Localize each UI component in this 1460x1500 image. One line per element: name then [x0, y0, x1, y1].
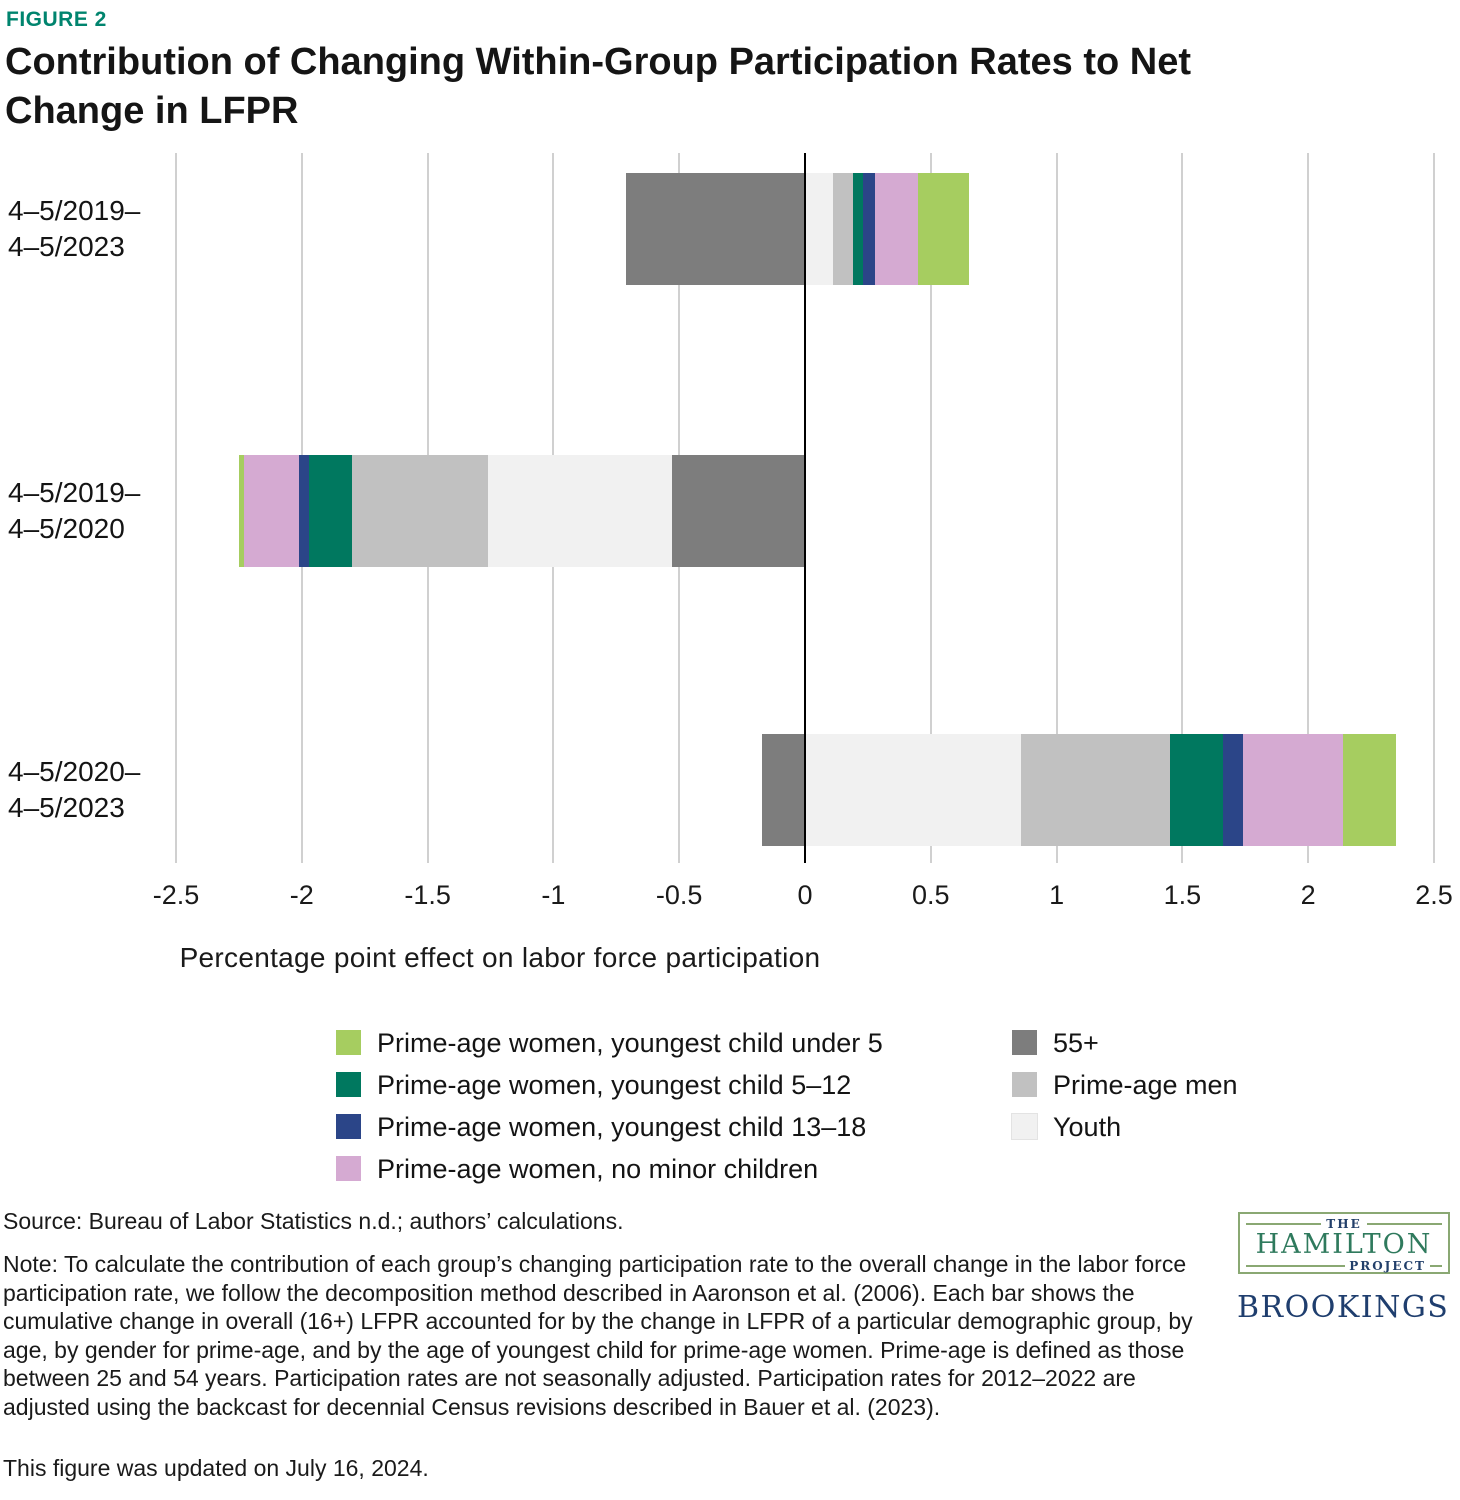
legend-label-under5: Prime-age women, youngest child under 5 — [377, 1028, 883, 1058]
legend-label-5-12: Prime-age women, youngest child 5–12 — [377, 1070, 852, 1100]
chart-plot-area: 4–5/2019– 4–5/2023 4–5/2019– 4–5/2020 4–5/… — [0, 153, 1460, 863]
hamilton-logo-project: PROJECT — [1349, 1259, 1426, 1273]
figure-label: FIGURE 2 — [6, 8, 107, 31]
bar-segment — [1222, 734, 1243, 846]
note-text: Note: To calculate the contribution of e… — [3, 1251, 1193, 1420]
gridline — [1307, 153, 1310, 863]
x-axis-tick-label: 2.5 — [1415, 880, 1453, 910]
bar-segment — [299, 455, 310, 567]
hamilton-logo-the: THE — [1326, 1217, 1362, 1231]
x-axis-title: Percentage point effect on labor force p… — [0, 942, 1460, 974]
bar-segment — [1343, 734, 1397, 846]
bar-segment — [1021, 734, 1170, 846]
hamilton-logo-project-row: PROJECT — [1246, 1259, 1442, 1273]
bar-segment — [852, 173, 863, 285]
bar-segment — [762, 734, 805, 846]
hamilton-rule-project-right — [1430, 1265, 1442, 1267]
legend-swatch-no-minor — [336, 1156, 361, 1181]
page-title: Contribution of Changing Within-Group Pa… — [5, 41, 1191, 132]
legend-label-55plus: 55+ — [1053, 1028, 1099, 1058]
x-axis-tick-label: 2 — [1300, 880, 1316, 910]
hamilton-rule-project-left — [1246, 1265, 1346, 1267]
hamilton-rule-right — [1366, 1223, 1443, 1225]
source-line: Source: Bureau of Labor Statistics n.d.;… — [3, 1208, 624, 1234]
bar-segment — [832, 173, 853, 285]
legend-label-youth: Youth — [1053, 1112, 1122, 1142]
updated-line: This figure was updated on July 16, 2024… — [3, 1455, 429, 1481]
legend-swatch-5-12 — [336, 1072, 361, 1097]
hamilton-project-logo: THE HAMILTON PROJECT — [1238, 1212, 1450, 1274]
x-axis-tick-label: -1.5 — [404, 880, 451, 910]
legend-swatch-13-18 — [336, 1114, 361, 1139]
legend-label-prime-men: Prime-age men — [1053, 1070, 1238, 1100]
x-axis-tick-label: 0 — [797, 880, 813, 910]
hamilton-logo-the-row: THE — [1246, 1217, 1443, 1231]
bar-segment — [918, 173, 969, 285]
hamilton-rule-left — [1246, 1223, 1322, 1225]
x-axis-title-text: Percentage point effect on labor force p… — [179, 942, 821, 973]
bar-segment — [875, 173, 919, 285]
legend-swatch-youth — [1011, 1113, 1038, 1140]
bar-segment — [671, 455, 805, 567]
gridline — [1433, 153, 1435, 863]
x-axis-tick-label: -0.5 — [655, 880, 703, 910]
bar-segment — [805, 173, 833, 285]
legend-swatch-55plus — [1012, 1030, 1037, 1055]
x-axis-tick-label: -2.5 — [152, 880, 200, 910]
bar-segment — [309, 455, 353, 567]
x-axis-tick-label: 1 — [1049, 880, 1065, 910]
hamilton-logo-name: HAMILTON — [1255, 1229, 1433, 1260]
bar-segment — [352, 455, 488, 567]
gridline — [175, 153, 177, 863]
x-axis-tick-label: 0.5 — [912, 880, 950, 910]
bar-segment — [243, 455, 300, 567]
x-axis-tick-label: -2 — [289, 880, 314, 910]
bar-segment — [1242, 734, 1344, 846]
bar-segment — [626, 173, 805, 285]
bar-segment — [1169, 734, 1223, 846]
zero-line — [804, 153, 806, 863]
gridline — [1055, 153, 1058, 863]
y-axis-category-label: 4–5/2020– 4–5/2023 — [8, 756, 141, 823]
gridline — [929, 153, 932, 863]
gridline — [1181, 153, 1184, 863]
legend-swatch-under5 — [336, 1030, 361, 1055]
legend-swatch-prime-men — [1012, 1072, 1037, 1097]
bar-segment — [238, 455, 244, 567]
bar-segment — [862, 173, 876, 285]
brookings-logo: BROOKINGS — [1237, 1290, 1450, 1325]
x-axis-tick-label: -1 — [541, 880, 566, 910]
x-axis-tick-label: 1.5 — [1163, 880, 1202, 910]
legend-label-13-18: Prime-age women, youngest child 13–18 — [377, 1112, 867, 1142]
legend-label-no-minor: Prime-age women, no minor children — [377, 1154, 819, 1184]
bar-segment — [805, 734, 1022, 846]
bar-segment — [487, 455, 672, 567]
y-axis-category-label: 4–5/2019– 4–5/2023 — [8, 195, 141, 262]
y-axis-category-label: 4–5/2019– 4–5/2020 — [8, 477, 141, 544]
